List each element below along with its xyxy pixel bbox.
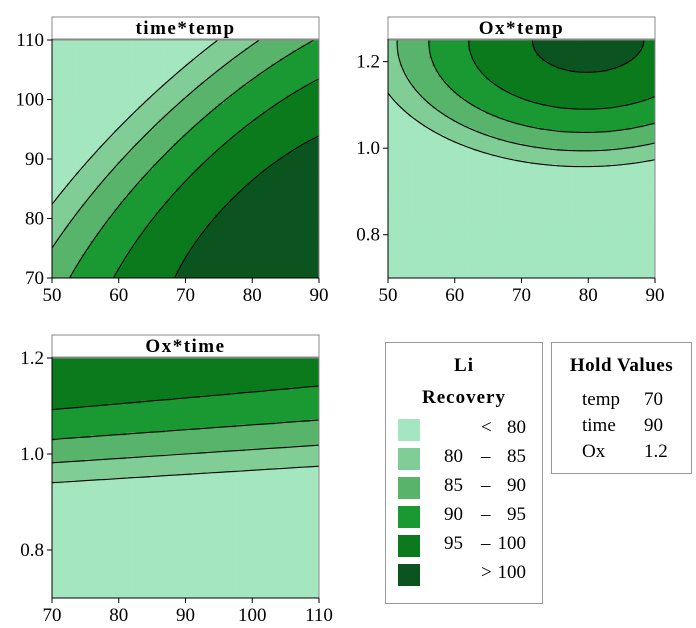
contour-lines: [388, 40, 655, 168]
y-tick-label: 110: [16, 30, 44, 51]
hold-value: 70: [644, 389, 663, 411]
panel-header: [51, 334, 320, 358]
legend-sep: –: [481, 446, 491, 468]
contour-line-90: [428, 40, 655, 133]
y-tick-label: 80: [25, 209, 44, 230]
contour-lines: [52, 40, 319, 278]
legend-high: 100: [498, 533, 527, 555]
x-tick-label: 80: [109, 605, 128, 626]
panel-header: [51, 16, 320, 40]
x-tick-label: 90: [310, 285, 329, 306]
legend-sep: >: [481, 562, 492, 584]
contour-line-85: [396, 40, 655, 152]
x-tick-label: 50: [379, 285, 398, 306]
hold-value-name: Ox: [582, 441, 605, 463]
legend-sep: –: [481, 533, 491, 555]
legend-sep: –: [481, 504, 491, 526]
legend-low: 85: [444, 475, 463, 497]
contour-lines: [52, 385, 319, 484]
legend-swatch: [398, 535, 420, 557]
legend-high: 90: [507, 475, 526, 497]
contour-panel-time-temp: time*temp 50 60 70 80 90 70 80 90 100 110: [16, 16, 329, 306]
legend-high: 85: [507, 446, 526, 468]
legend-low: 80: [444, 446, 463, 468]
contour-line-80: [52, 465, 319, 484]
y-tick-label: 90: [25, 149, 44, 170]
contour-line-90: [69, 40, 315, 278]
contour-fill: [52, 358, 319, 598]
contour-line-95: [113, 78, 319, 278]
hold-value-name: time: [582, 415, 616, 437]
panel-title: Ox*temp: [479, 18, 564, 39]
contour-line-85: [52, 444, 319, 464]
legend-swatch: [398, 419, 420, 441]
legend-row: >100: [386, 562, 542, 592]
contour-panel-ox-time: Ox*time 70 80 90 100 110 0.8 1.0 1.2: [20, 334, 333, 626]
legend-row: 80–85: [386, 446, 542, 476]
legend-swatch: [398, 477, 420, 499]
contour-fill: [52, 40, 319, 278]
legend-title-line2: Recovery: [386, 387, 542, 409]
li-recovery-legend: Li Recovery <80 80–85 85–90 90–95 95–100 >100: [385, 342, 543, 604]
x-tick-label: 70: [43, 605, 62, 626]
x-tick-label: 90: [646, 285, 665, 306]
x-tick-label: 60: [445, 285, 464, 306]
x-tick-label: 100: [238, 605, 267, 626]
contour-line-95: [468, 40, 655, 110]
contour-fill: [388, 40, 655, 278]
x-tick-label: 50: [43, 285, 62, 306]
x-tick-label: 110: [305, 605, 333, 626]
hold-value: 90: [644, 415, 663, 437]
y-tick-label: 1.2: [356, 52, 380, 73]
hold-values-title: Hold Values: [552, 355, 691, 377]
legend-row: 85–90: [386, 475, 542, 505]
legend-high: 100: [498, 562, 527, 584]
legend-row: 95–100: [386, 533, 542, 563]
x-tick-label: 60: [109, 285, 128, 306]
y-tick-label: 1.2: [20, 348, 44, 369]
hold-values-box: Hold Values temp 70 time 90 Ox 1.2: [551, 342, 692, 474]
y-tick-label: 70: [25, 268, 44, 289]
legend-high: 80: [507, 417, 526, 439]
legend-sep: –: [481, 475, 491, 497]
contour-line-100: [174, 135, 319, 278]
y-tick-label: 0.8: [356, 225, 380, 246]
panel-title: time*temp: [135, 18, 235, 39]
contour-line-95: [52, 385, 319, 411]
contour-line-100: [531, 40, 645, 73]
legend-swatch: [398, 506, 420, 528]
legend-low: 95: [444, 533, 463, 555]
x-tick-label: 90: [176, 605, 195, 626]
panel-header: [387, 16, 656, 40]
legend-low: 90: [444, 504, 463, 526]
x-tick-label: 70: [176, 285, 195, 306]
legend-sep: <: [481, 417, 492, 439]
contour-line-80: [388, 92, 655, 168]
contour-line-90: [52, 419, 319, 440]
panel-title: Ox*time: [145, 336, 225, 357]
x-tick-label: 80: [243, 285, 262, 306]
hold-value-name: temp: [582, 389, 620, 411]
hold-value: 1.2: [644, 441, 668, 463]
y-tick-label: 1.0: [20, 444, 44, 465]
y-tick-label: 100: [16, 90, 45, 111]
legend-high: 95: [507, 504, 526, 526]
legend-row: <80: [386, 417, 542, 447]
x-tick-label: 80: [579, 285, 598, 306]
legend-row: 90–95: [386, 504, 542, 534]
legend-swatch: [398, 564, 420, 586]
legend-swatch: [398, 448, 420, 470]
y-tick-label: 1.0: [356, 138, 380, 159]
legend-title-line1: Li: [386, 355, 542, 377]
y-tick-label: 0.8: [20, 540, 44, 561]
contour-panel-ox-temp: Ox*temp 50 60 70 80 90 0.8 1.0 1.2: [356, 16, 665, 306]
x-tick-label: 70: [512, 285, 531, 306]
